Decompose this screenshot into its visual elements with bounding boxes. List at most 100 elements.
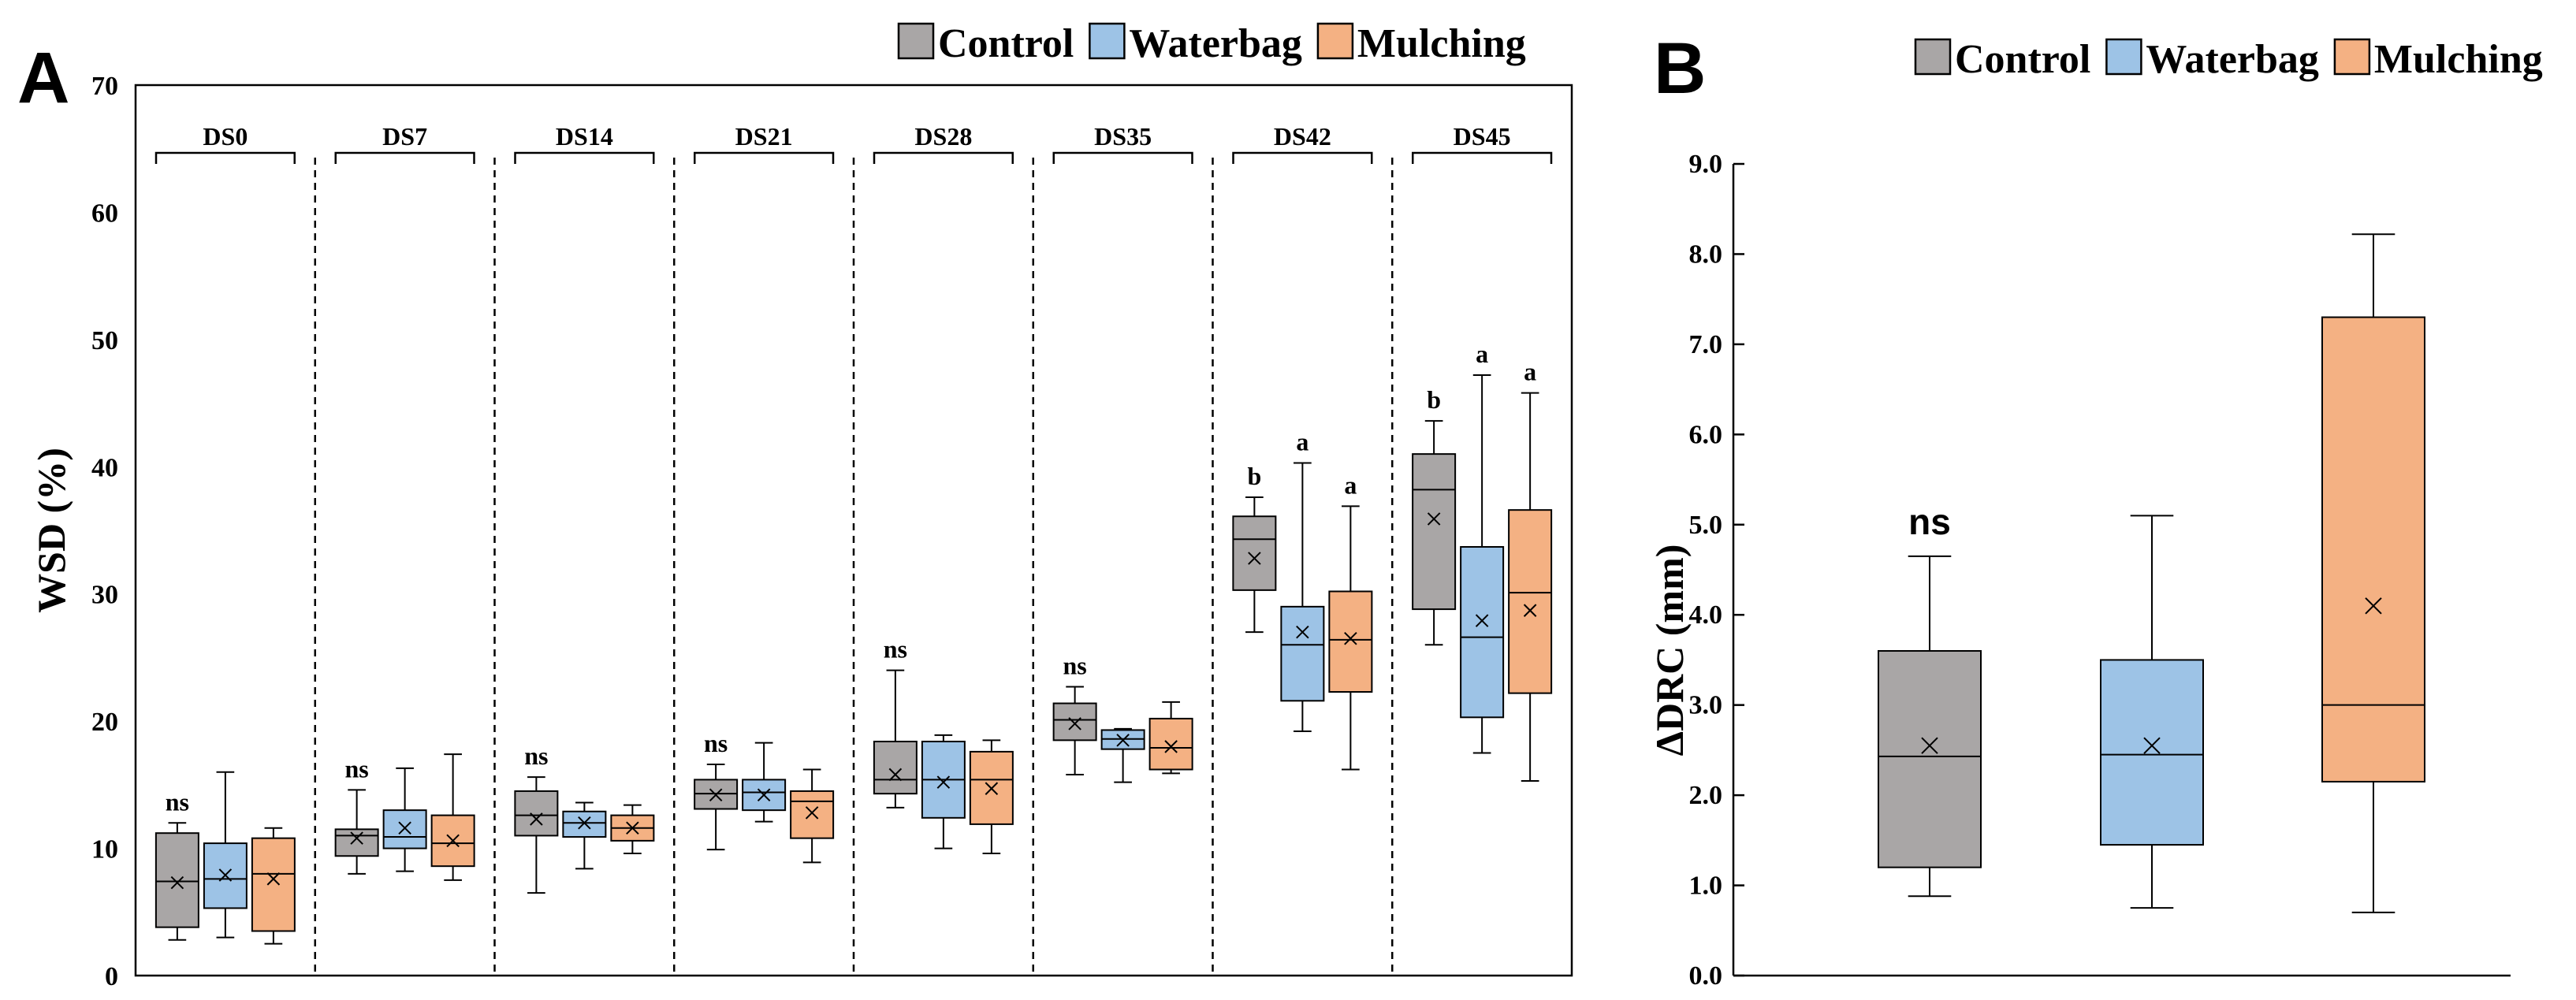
box-mulching-iqr [1148, 717, 1193, 771]
box-waterbag-box [742, 742, 787, 823]
box-waterbag-box [1460, 374, 1505, 754]
y-tick-label-a: 40 [91, 453, 118, 482]
group-ds45: DS45 b a a [1391, 122, 1553, 976]
box-control-iqr [873, 740, 918, 795]
box-mulching-mean-marker [266, 872, 281, 886]
group-bracket [334, 151, 475, 164]
box-waterbag-iqr [2100, 659, 2204, 846]
y-ticks-a: 0 10 20 30 40 50 60 70 [91, 72, 118, 991]
legend-b-item-control: Control [1914, 37, 2090, 82]
y-axis-title-b: ΔDRC (mm) [1647, 545, 1692, 757]
box-mulching-box [251, 827, 296, 945]
legend-a: Control Waterbag Mulching [897, 21, 1526, 66]
box-waterbag-mean-marker [1475, 614, 1489, 627]
box-waterbag-iqr [1280, 605, 1325, 702]
box-mulching-box [790, 768, 835, 864]
group-label: DS28 [914, 122, 972, 151]
box-control-box [1052, 686, 1097, 775]
legend-b-swatch-mulching [2333, 38, 2371, 76]
box-control-mean-marker [1068, 717, 1081, 730]
box-mulching-iqr [251, 837, 296, 932]
box-control-box [694, 764, 739, 851]
y-tick-label-b: 2.0 [1689, 781, 1723, 810]
box-control-iqr [1878, 650, 1982, 868]
box-mulching-mean-marker [626, 821, 639, 835]
legend-b-swatch-control [1914, 38, 1952, 76]
box-waterbag-iqr [562, 810, 607, 838]
y-axis-title-a: WSD (%) [29, 448, 73, 613]
group-ds28: DS28 ns [852, 122, 1014, 976]
box-waterbag-mean-marker [578, 816, 591, 830]
box-control-iqr [1412, 453, 1457, 611]
box-waterbag-mean-marker [1116, 734, 1130, 747]
group-bracket [873, 151, 1014, 164]
box-waterbag-mean-marker [2143, 737, 2161, 754]
box-waterbag-mean-marker [218, 868, 233, 882]
y-tick-label-b: 4.0 [1689, 600, 1723, 630]
box-waterbag-box [1100, 727, 1145, 783]
y-tick-label-b: 0.0 [1689, 961, 1723, 991]
panel-a-letter: A [17, 38, 69, 118]
box-waterbag-box [1280, 462, 1325, 733]
legend-b-item-waterbag: Waterbag [2105, 37, 2319, 82]
panel-b-letter: B [1654, 28, 1706, 109]
box-mulching-mean-marker [1344, 631, 1357, 645]
box-mulching-iqr [790, 790, 835, 839]
y-tick-label-a: 0 [105, 962, 118, 991]
box-control-mean-marker [170, 875, 184, 890]
box-mulching-iqr [1508, 509, 1553, 694]
group-ds14: DS14 ns [493, 122, 655, 976]
box-control-mean-marker [530, 812, 543, 826]
significance-label: ns [1063, 652, 1087, 680]
box-control-box [1878, 555, 1982, 898]
significance-label: a [1296, 427, 1308, 455]
significance-label: a [1524, 358, 1536, 386]
box-waterbag-box [203, 771, 248, 939]
box-mulching-box [1148, 701, 1193, 775]
group-label: DS35 [1094, 122, 1152, 151]
box-mulching-box [2321, 233, 2425, 913]
group-bracket [154, 151, 296, 164]
significance-label: b [1247, 462, 1261, 490]
box-waterbag-box [562, 801, 607, 870]
box-control-mean-marker [1427, 512, 1441, 526]
y-tick-label-a: 50 [91, 326, 118, 355]
box-control-box [1232, 496, 1277, 634]
box-control-mean-marker [1921, 737, 1938, 754]
legend-a-swatch-waterbag [1089, 22, 1126, 60]
box-mulching-box [430, 753, 475, 881]
box-mulching-mean-marker [1164, 740, 1178, 753]
box-waterbag-mean-marker [936, 775, 951, 789]
legend-a-swatch-control [897, 22, 935, 60]
box-mulching-iqr [2321, 316, 2425, 783]
box-control-box [873, 669, 918, 809]
box-waterbag-box [921, 734, 966, 849]
box-control-mean-marker [888, 768, 903, 782]
group-label: DS45 [1454, 122, 1511, 151]
legend-b-swatch-waterbag [2105, 38, 2142, 76]
y-tick-label-b: 9.0 [1689, 150, 1723, 179]
box-control-box [514, 776, 559, 894]
y-tick-label-b: 7.0 [1689, 330, 1723, 359]
box-waterbag-box [382, 767, 427, 872]
box-control-iqr [1232, 515, 1277, 591]
box-control-iqr [334, 828, 379, 857]
box-control-mean-marker [1248, 552, 1261, 565]
box-control-iqr [514, 790, 559, 837]
box-mulching-mean-marker [805, 806, 819, 820]
group-label: DS42 [1274, 122, 1331, 151]
box-mulching-mean-marker [446, 834, 460, 848]
box-mulching-box [610, 804, 655, 855]
group-ds21: DS21 ns [673, 122, 835, 976]
box-control-box [334, 789, 379, 875]
y-tick-label-a: 20 [91, 708, 118, 737]
box-waterbag-mean-marker [398, 821, 411, 835]
box-mulching-iqr [1328, 590, 1373, 693]
box-waterbag-iqr [1460, 545, 1505, 719]
y-ticks-b: 0.0 1.0 2.0 3.0 4.0 5.0 6.0 7.0 8.0 9.0 [1689, 150, 1744, 991]
y-tick-label-b: 5.0 [1689, 511, 1723, 540]
y-tick-label-a: 10 [91, 835, 118, 864]
legend-a-swatch-mulching [1316, 22, 1354, 60]
legend-a-item-waterbag: Waterbag [1089, 21, 1302, 66]
legend-a-label-waterbag: Waterbag [1129, 21, 1302, 66]
